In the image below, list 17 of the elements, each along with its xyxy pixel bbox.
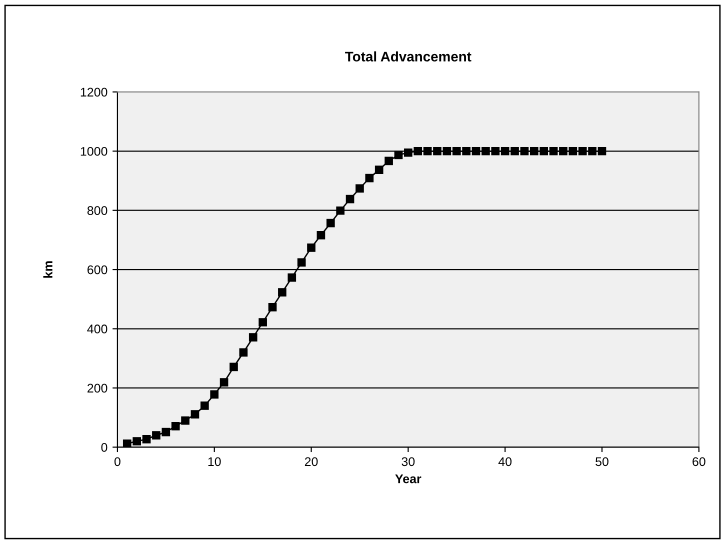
x-tick-label: 40: [498, 457, 512, 466]
x-tick-label: 20: [304, 457, 318, 466]
chart-title: Total Advancement: [345, 51, 472, 62]
x-tick-label: 60: [692, 457, 706, 466]
y-tick-label: 0: [101, 442, 108, 452]
x-tick-label: 10: [208, 457, 221, 466]
x-tick-label: 50: [596, 457, 608, 466]
x-tick-label: 0: [114, 457, 120, 466]
y-tick-label: 800: [87, 206, 108, 215]
y-tick-label: 1000: [80, 146, 108, 156]
y-tick-label: 400: [87, 324, 108, 334]
y-tick-label: 1200: [80, 88, 108, 97]
x-tick-label: 30: [402, 457, 415, 466]
x-axis-title: Year: [395, 474, 422, 484]
y-tick-label: 600: [88, 265, 108, 274]
y-tick-label: 200: [88, 384, 108, 393]
y-axis-title: km: [43, 261, 52, 278]
